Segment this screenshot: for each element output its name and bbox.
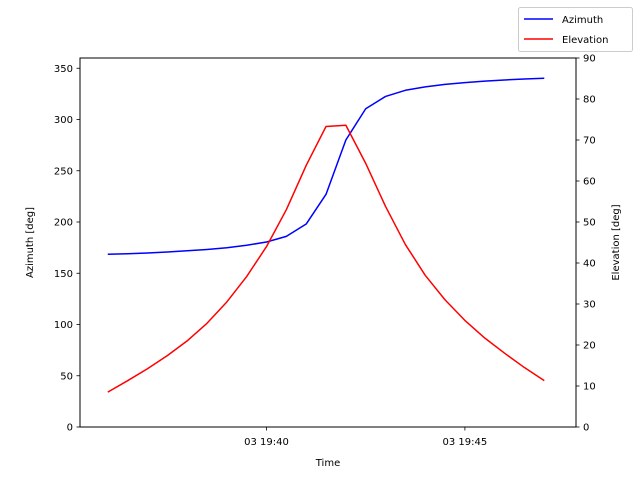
right-tick-label: 40 <box>583 259 596 270</box>
right-tick-label: 90 <box>583 54 596 65</box>
left-tick-label: 200 <box>54 218 73 229</box>
left-y-axis-label: Azimuth [deg] <box>25 207 36 278</box>
x-axis-label: Time <box>315 458 340 469</box>
right-tick-label: 0 <box>583 423 589 434</box>
left-tick-label: 0 <box>67 423 73 434</box>
right-y-axis-label: Elevation [deg] <box>611 204 622 280</box>
left-tick-label: 250 <box>54 166 73 177</box>
left-tick-label: 100 <box>54 320 73 331</box>
left-axis: 0 50 100 150 200 250 300 350 <box>54 64 80 434</box>
right-tick-label: 60 <box>583 177 596 188</box>
left-tick-label: 50 <box>60 371 73 382</box>
right-tick-label: 30 <box>583 300 596 311</box>
series-line-elevation <box>107 124 545 393</box>
left-tick-label: 350 <box>54 64 73 75</box>
left-tick-label: 150 <box>54 269 73 280</box>
right-tick-label: 80 <box>583 95 596 106</box>
legend-label-azimuth: Azimuth <box>562 15 603 26</box>
left-tick-label: 300 <box>54 115 73 126</box>
right-tick-label: 70 <box>583 136 596 147</box>
plot-lines <box>107 77 545 393</box>
plot-area-frame <box>79 57 577 428</box>
right-tick-label: 50 <box>583 218 596 229</box>
right-tick-label: 10 <box>583 382 596 393</box>
right-axis: 0 10 20 30 40 50 60 70 80 90 <box>576 54 596 434</box>
series-line-azimuth <box>107 77 545 256</box>
x-tick-label: 03 19:45 <box>443 437 488 448</box>
legend-label-elevation: Elevation <box>562 35 608 46</box>
x-tick-label: 03 19:40 <box>244 437 289 448</box>
legend: Azimuth Elevation <box>518 7 633 52</box>
x-axis: 03 19:40 03 19:45 <box>244 427 487 448</box>
right-tick-label: 20 <box>583 341 596 352</box>
